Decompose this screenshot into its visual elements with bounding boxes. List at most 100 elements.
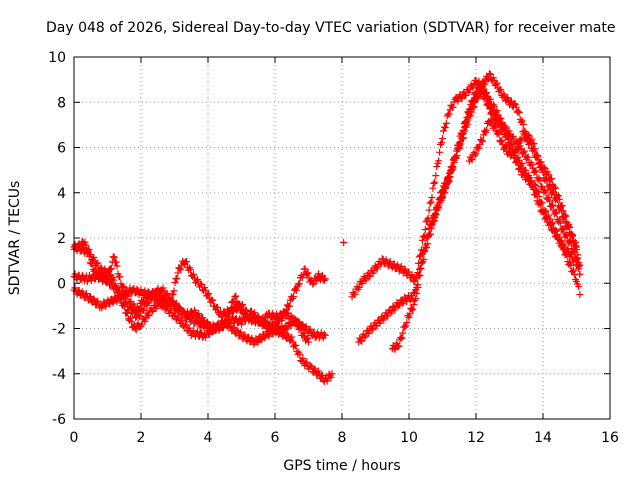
x-tick-label: 12 (467, 430, 485, 446)
data-point (306, 325, 314, 333)
data-point (562, 212, 570, 220)
data-point (141, 317, 149, 325)
data-point (558, 202, 566, 210)
x-axis-ticks: 0 2 4 6 8 10 12 14 16 (70, 57, 619, 446)
data-point (428, 193, 436, 201)
data-point (426, 199, 434, 207)
data-point (506, 141, 514, 149)
data-point (303, 270, 311, 278)
x-tick-label: 14 (534, 430, 552, 446)
data-point (572, 242, 580, 250)
data-point (148, 307, 156, 315)
data-point (576, 270, 584, 278)
data-point (110, 253, 118, 261)
data-point (485, 70, 493, 78)
data-point (446, 173, 454, 181)
data-point (528, 161, 536, 169)
data-point (403, 319, 411, 327)
data-point (568, 250, 576, 258)
data-point (490, 122, 498, 130)
data-point (547, 220, 555, 228)
data-point (519, 120, 527, 128)
data-point (380, 316, 388, 324)
data-point (398, 334, 406, 342)
data-point (251, 309, 259, 317)
y-tick-label: 8 (57, 95, 66, 111)
data-point (571, 254, 579, 262)
x-tick-label: 10 (400, 430, 418, 446)
data-point (185, 324, 193, 332)
data-point (266, 320, 274, 328)
data-point (461, 123, 469, 131)
data-point (148, 289, 156, 297)
data-point (498, 136, 506, 144)
data-point (245, 333, 253, 341)
data-point (159, 284, 167, 292)
data-point (309, 280, 317, 288)
data-point (340, 239, 348, 247)
data-point (228, 307, 236, 315)
data-point (483, 126, 491, 134)
data-point (388, 264, 396, 272)
data-point (542, 214, 550, 222)
data-point (536, 201, 544, 209)
data-point (91, 296, 99, 304)
data-point (305, 338, 312, 346)
data-point (238, 320, 245, 328)
data-point (573, 246, 580, 254)
data-point (80, 294, 88, 302)
data-point (462, 118, 470, 126)
data-point (438, 188, 446, 196)
data-point (507, 140, 515, 148)
data-point (355, 283, 363, 291)
data-point (418, 236, 426, 244)
data-point (279, 332, 287, 340)
data-point (260, 317, 268, 325)
series-track-h (465, 116, 584, 278)
x-axis-label: GPS time / hours (283, 458, 400, 474)
data-point (229, 324, 237, 332)
data-point (410, 301, 418, 309)
data-point (436, 148, 444, 156)
data-point (210, 327, 218, 335)
data-point (120, 293, 128, 301)
data-point (174, 312, 182, 320)
data-point (399, 329, 407, 337)
data-point (491, 122, 499, 130)
data-point (358, 337, 366, 345)
data-point (108, 278, 116, 286)
data-point (373, 265, 381, 273)
data-point (555, 195, 563, 203)
data-point (124, 291, 132, 299)
data-point (307, 362, 315, 370)
data-point (357, 337, 365, 345)
data-point (187, 266, 195, 274)
data-point (433, 163, 441, 171)
data-point (515, 109, 523, 117)
data-point (258, 335, 266, 343)
data-point (453, 152, 461, 160)
data-point (75, 286, 83, 294)
data-point (570, 266, 578, 274)
data-point (104, 296, 112, 304)
data-point (123, 298, 131, 306)
data-point (502, 142, 510, 150)
data-point (559, 207, 567, 215)
data-point (543, 213, 551, 221)
data-point (106, 300, 114, 308)
data-point (401, 323, 409, 331)
data-point (82, 290, 90, 298)
data-point (548, 175, 556, 183)
data-point (554, 192, 562, 200)
series-track-i (425, 82, 584, 278)
data-point (93, 260, 101, 268)
data-point (504, 94, 512, 102)
data-point (559, 225, 567, 232)
data-point (501, 144, 509, 152)
data-point (552, 209, 560, 217)
data-point (526, 174, 534, 182)
data-point (445, 178, 453, 186)
data-point (518, 117, 526, 125)
data-point (460, 129, 468, 137)
data-point (509, 132, 517, 140)
